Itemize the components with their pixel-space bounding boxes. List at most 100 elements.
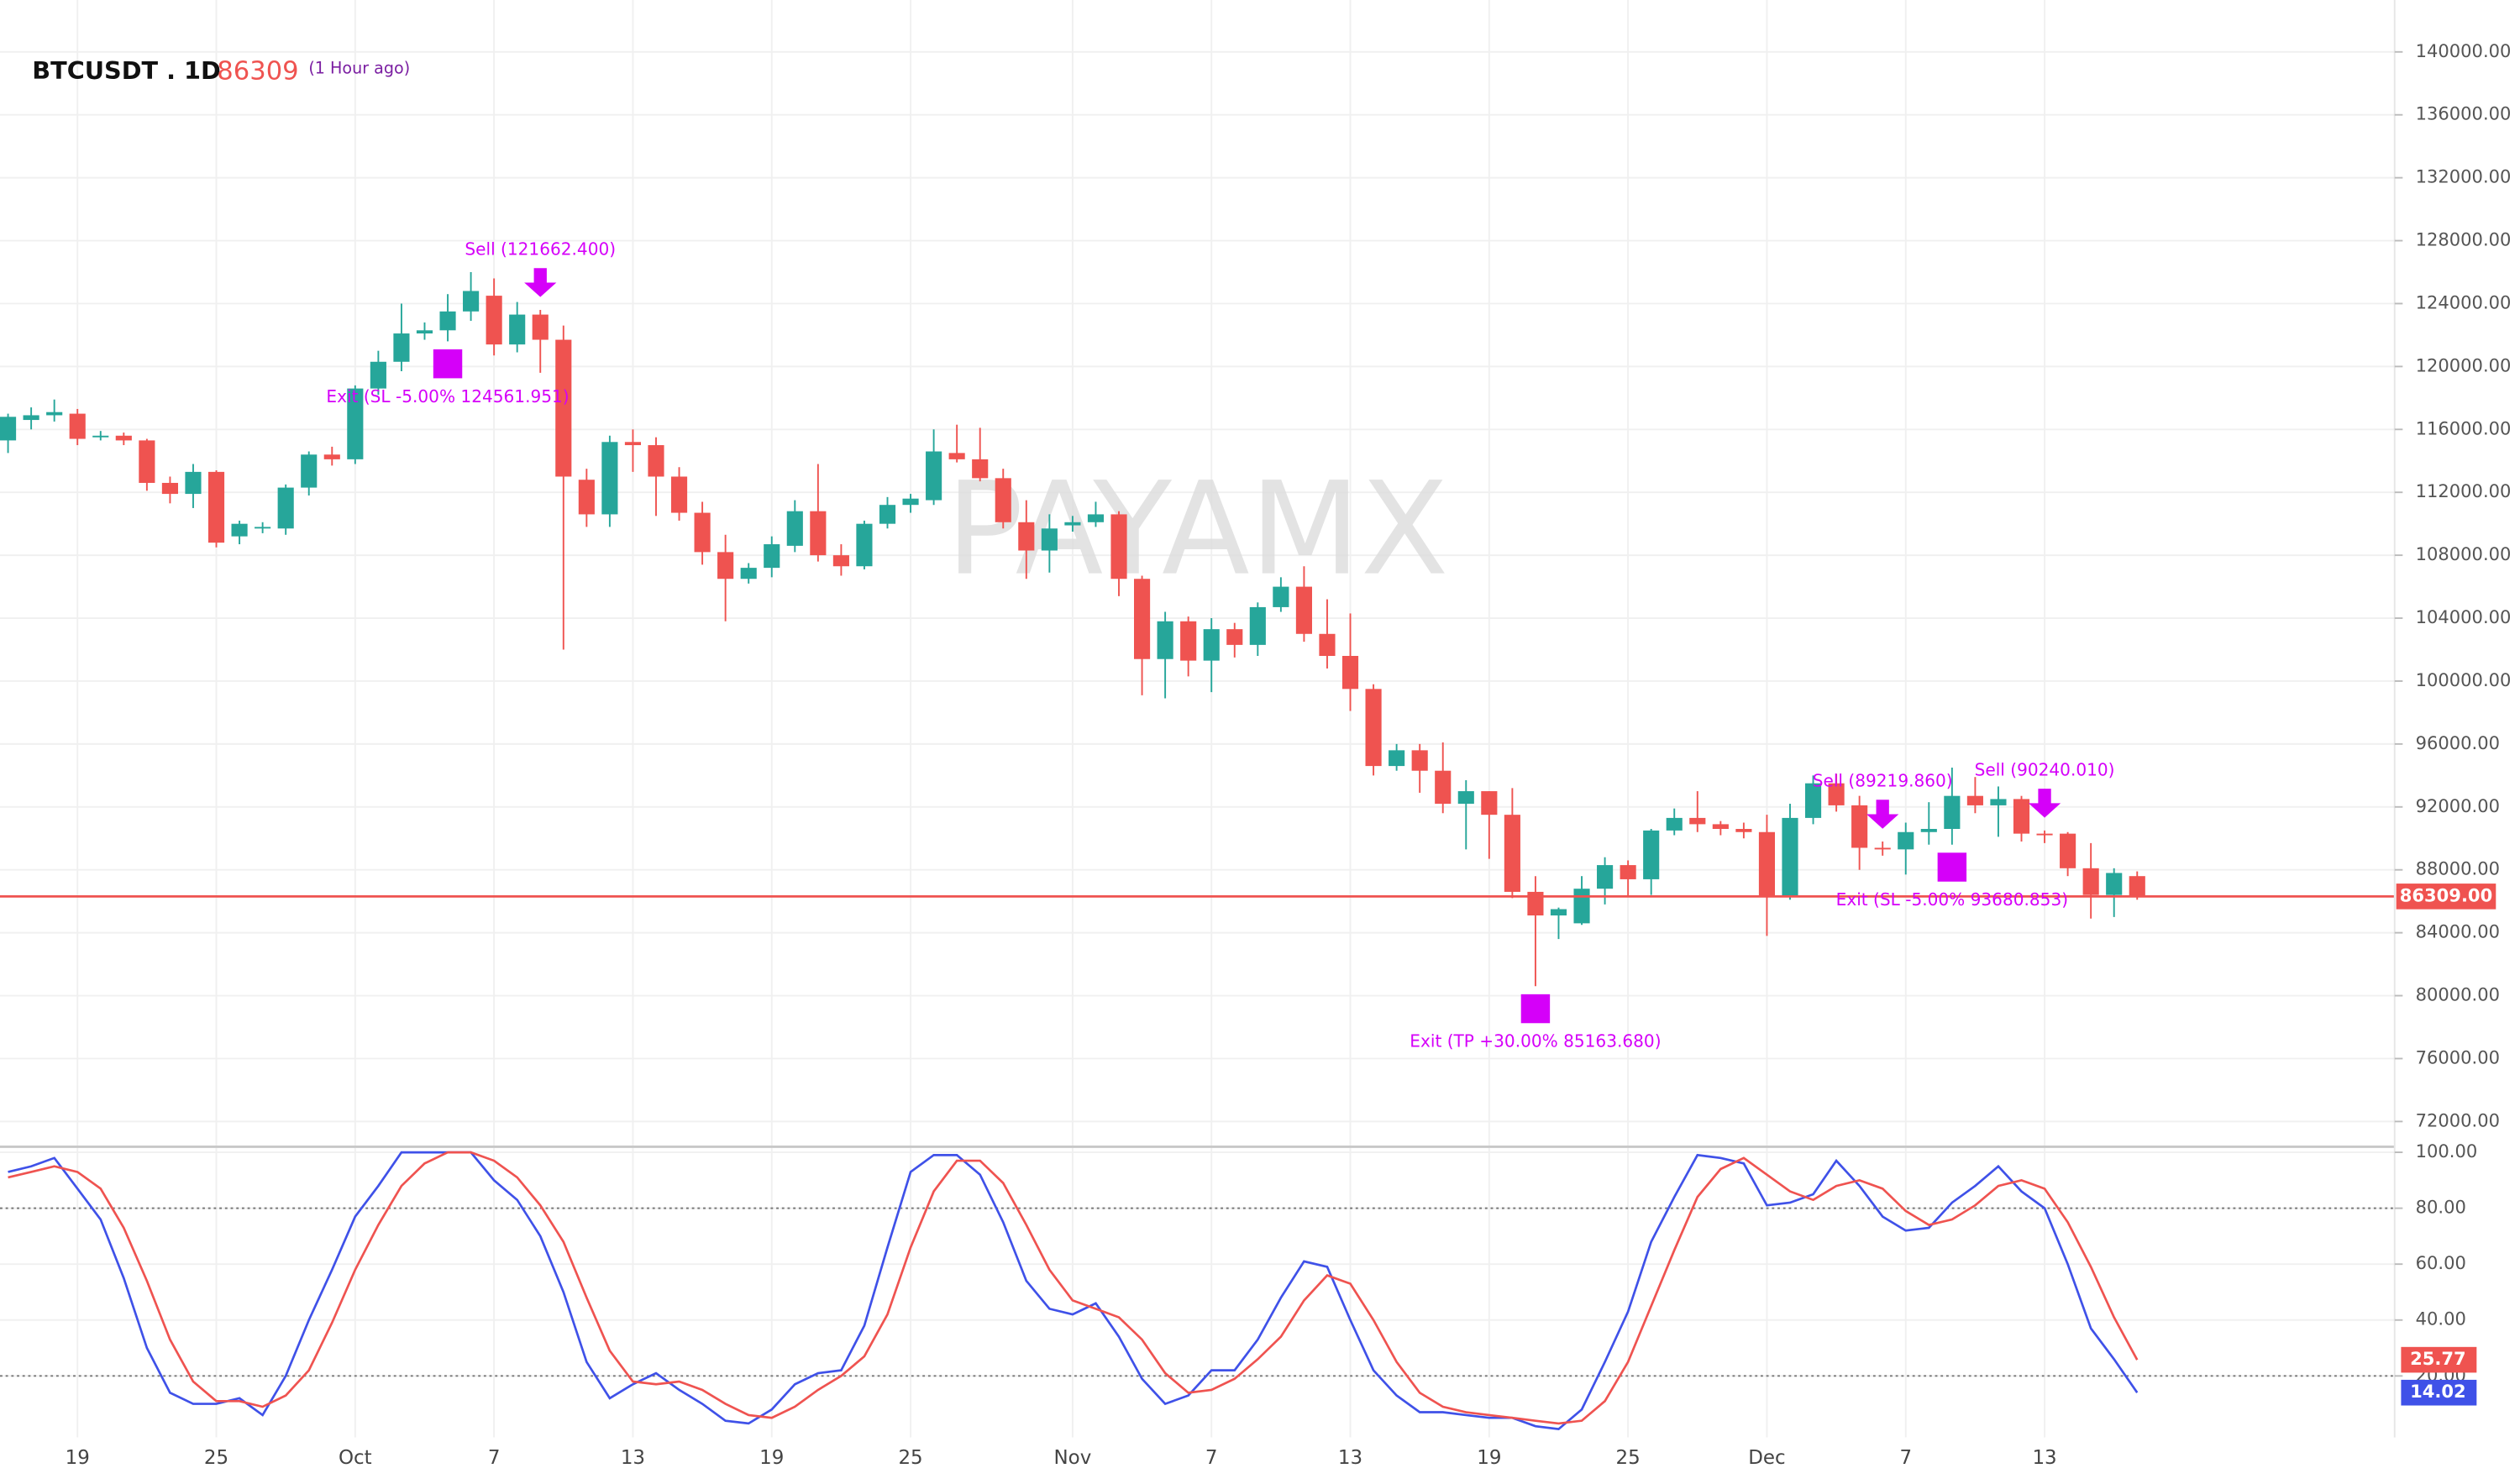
y-tick-label: 120000.00	[2416, 354, 2512, 375]
annotation: Exit (SL -5.00% 124561.951)	[326, 386, 569, 406]
x-tick-label: 7	[1899, 1447, 1912, 1469]
grid	[0, 0, 2395, 1438]
candle-body	[995, 478, 1011, 522]
value-badge	[2401, 1379, 2477, 1406]
value-badge-label: 14.02	[2410, 1381, 2466, 1402]
candle-body	[810, 511, 827, 556]
candle-body	[879, 505, 896, 524]
candle-body	[740, 568, 757, 579]
candle-body	[185, 471, 202, 495]
annotation: Exit (SL -5.00% 93680.853)	[1836, 889, 2068, 910]
candle-body	[1851, 805, 1868, 848]
candle-body	[1365, 689, 1382, 767]
candle-body	[1319, 633, 1336, 656]
annotation: Exit (TP +30.00% 85163.680)	[1410, 1031, 1661, 1051]
candle-body	[393, 333, 410, 362]
candle-body	[1920, 829, 1937, 832]
candle-body	[1157, 621, 1173, 659]
candle-body	[717, 552, 734, 579]
exit-marker	[1520, 994, 1551, 1024]
candle-body	[1804, 783, 1822, 818]
candle-body	[1411, 750, 1428, 771]
y-tick-label: 136000.00	[2416, 103, 2512, 124]
candle-body	[764, 544, 780, 569]
y-tick-label: 92000.00	[2416, 795, 2500, 816]
candle-body	[1273, 586, 1289, 607]
annotation: Sell (89219.860)	[1813, 771, 1953, 791]
y-tick-label: 40.00	[2416, 1308, 2466, 1329]
value-badge	[2401, 1346, 2477, 1373]
candle-body	[1341, 655, 1359, 690]
sell-arrow	[2028, 789, 2061, 818]
candle-body	[1527, 891, 1544, 916]
candle-body	[1087, 514, 1105, 522]
candle-body	[1110, 514, 1127, 579]
candle-body	[2129, 876, 2145, 897]
candle-body	[1573, 889, 1590, 924]
candle-body	[509, 314, 526, 345]
y-tick-label: 76000.00	[2416, 1046, 2500, 1067]
x-tick-label: 25	[898, 1447, 922, 1469]
annotation: Sell (121662.400)	[465, 239, 616, 260]
candle-body	[139, 440, 155, 483]
candle-body	[416, 330, 433, 334]
y-tick-label: 132000.00	[2416, 166, 2512, 187]
candle-body	[1457, 791, 1474, 805]
candle-body	[832, 555, 849, 567]
candle-body	[0, 417, 17, 441]
candle-body	[1689, 817, 1706, 825]
candle-body	[207, 471, 225, 543]
y-tick-label: 112000.00	[2416, 480, 2512, 501]
sell-arrow	[1866, 800, 1899, 829]
y-tick-label: 80.00	[2416, 1197, 2466, 1218]
candle-body	[1712, 824, 1729, 830]
y-tick-label: 72000.00	[2416, 1109, 2500, 1130]
candle-body	[231, 523, 248, 537]
candle-body	[46, 412, 63, 416]
candle-body	[2036, 833, 2053, 836]
y-tick-label: 88000.00	[2416, 858, 2500, 879]
candle-body	[2082, 868, 2099, 895]
annotation: Sell (90240.010)	[1975, 760, 2115, 780]
overlay: 19 25 Oct 7 13 19 25 Nov 7 13 19 25 Dec 7 13 72000.00 76…	[66, 40, 2512, 1469]
candle-body	[1504, 815, 1520, 892]
value-badge-label: 25.77	[2410, 1348, 2466, 1369]
x-tick-label: 13	[621, 1447, 645, 1469]
candle-body	[323, 454, 340, 459]
candle-body	[694, 512, 711, 553]
price-badge	[2396, 884, 2496, 910]
candle-body	[578, 480, 595, 515]
x-tick-label: 7	[1205, 1447, 1218, 1469]
candle-body	[2013, 799, 2030, 834]
y-tick-label: 128000.00	[2416, 229, 2512, 250]
candle-body	[161, 482, 178, 495]
candle-body	[601, 442, 618, 515]
candle-body	[69, 413, 86, 439]
x-tick-label: 25	[204, 1447, 228, 1469]
candle-body	[926, 451, 942, 501]
candle-body	[1226, 629, 1243, 645]
candle-body	[1782, 817, 1798, 897]
y-tick-label: 140000.00	[2416, 40, 2512, 61]
x-tick-label: 19	[1477, 1447, 1501, 1469]
exit-marker	[433, 349, 463, 379]
x-tick-label: 13	[2032, 1447, 2056, 1469]
candle-body	[92, 435, 109, 438]
candle-body	[1620, 865, 1636, 879]
candle-body	[972, 459, 989, 479]
candle-body	[370, 361, 386, 389]
candle-body	[486, 296, 502, 345]
candle-body	[2060, 833, 2076, 868]
candle-body	[1249, 606, 1266, 645]
candle-body	[1898, 831, 1914, 850]
candle-body	[1990, 799, 2007, 805]
candle-body	[1389, 750, 1405, 767]
y-tick-label: 96000.00	[2416, 732, 2500, 753]
candle-body	[555, 339, 572, 477]
x-tick-label: 13	[1338, 1447, 1362, 1469]
x-tick-label: 7	[488, 1447, 501, 1469]
y-tick-label: 116000.00	[2416, 417, 2512, 438]
y-tick-label: 80000.00	[2416, 984, 2500, 1005]
